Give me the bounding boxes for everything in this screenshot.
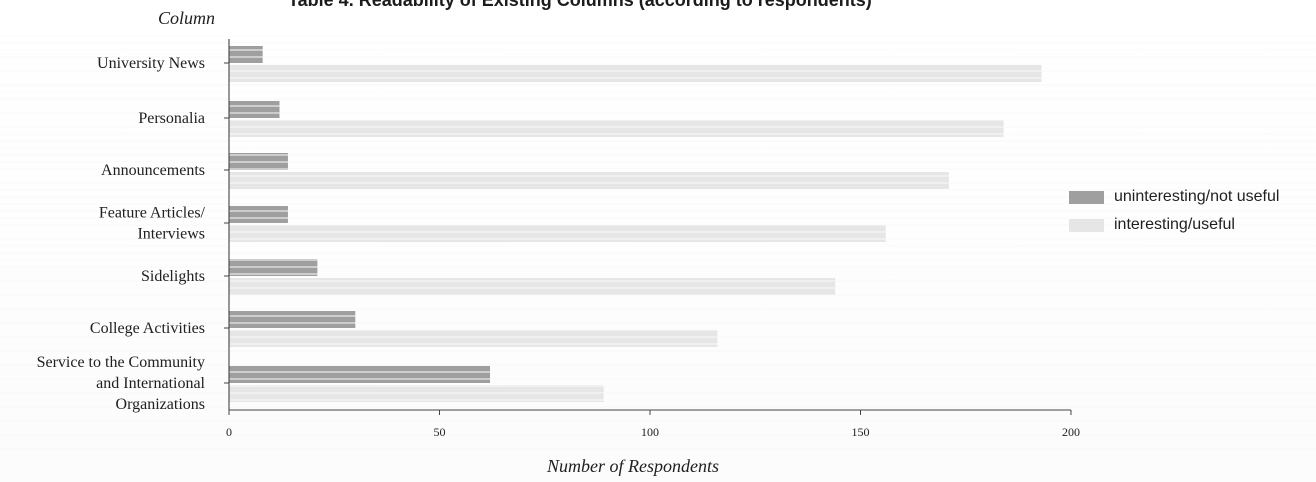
axes-layer: [0, 35, 1316, 450]
legend-swatch-uninteresting: [1069, 190, 1104, 204]
y-category-label: Announcements: [101, 162, 205, 179]
legend-label-uninteresting: uninteresting/not useful: [1114, 188, 1280, 205]
chart-legend: uninteresting/not useful interesting/use…: [1069, 183, 1309, 239]
x-axis-label: Number of Respondents: [547, 456, 719, 476]
y-axis-label: Column: [158, 8, 216, 28]
legend-swatch-interesting: [1069, 218, 1104, 232]
bar-uninteresting-not-useful: [229, 46, 263, 63]
y-category-label-line: Sidelights: [141, 268, 205, 285]
y-category-label: College Activities: [90, 320, 205, 337]
y-category-label: Sidelights: [141, 268, 205, 285]
y-category-label-line: Announcements: [101, 162, 205, 179]
legend-item-interesting: interesting/useful: [1069, 211, 1309, 239]
y-category-label-line: Feature Articles/: [99, 205, 206, 222]
y-category-label-line: University News: [97, 55, 205, 72]
bar-interesting-useful: [229, 225, 886, 242]
y-category-label: Feature Articles/Interviews: [99, 205, 206, 243]
y-category-label: Service to the Community and Internationa…: [37, 354, 206, 413]
bar-interesting-useful: [229, 330, 718, 347]
y-category-label-line: College Activities: [90, 320, 205, 337]
bar-uninteresting-not-useful: [229, 206, 288, 223]
bar-uninteresting-not-useful: [229, 366, 491, 383]
bar-uninteresting-not-useful: [229, 101, 280, 118]
y-category-label: Personalia: [138, 110, 205, 127]
x-tick-label: 200: [1062, 425, 1080, 439]
y-category-label-line: Personalia: [138, 110, 205, 127]
y-category-label-line: Interviews: [137, 226, 205, 243]
y-category-label: University News: [97, 55, 205, 72]
x-tick-label: 100: [641, 425, 659, 439]
x-tick-label: 50: [434, 425, 446, 439]
bar-interesting-useful: [229, 172, 949, 189]
bar-interesting-useful: [229, 65, 1042, 82]
bar-uninteresting-not-useful: [229, 311, 356, 328]
bar-interesting-useful: [229, 120, 1004, 137]
bar-interesting-useful: [229, 278, 836, 295]
legend-item-uninteresting: uninteresting/not useful: [1069, 183, 1309, 211]
y-category-label-line: Service to the Community: [37, 354, 205, 371]
chart-title: Table 4. Readability of Existing Columns…: [288, 0, 872, 10]
y-category-label-line: Organizations: [116, 396, 205, 413]
legend-label-interesting: interesting/useful: [1114, 216, 1235, 233]
x-tick-label: 0: [226, 425, 232, 439]
bars-layer: [229, 46, 1042, 402]
x-tick-label: 150: [852, 425, 870, 439]
y-category-label-line: and International: [96, 375, 205, 392]
labels-layer: University News Personalia Announcements Fe…: [37, 55, 1080, 439]
